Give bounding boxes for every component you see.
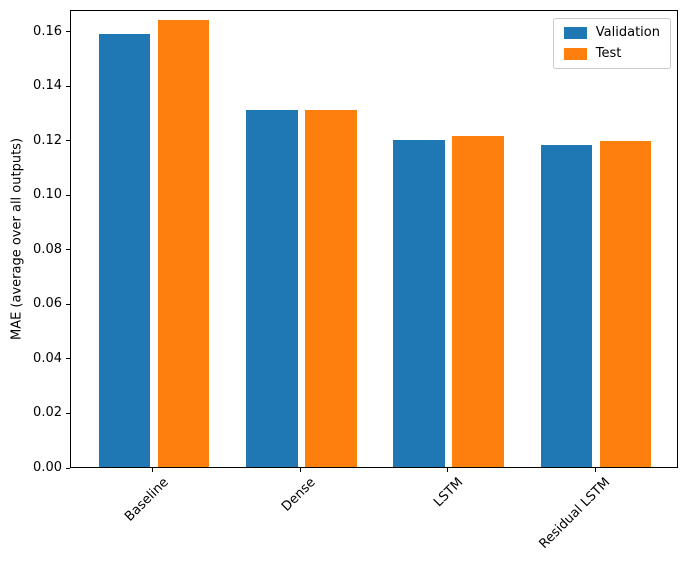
y-tick-label: 0.04 bbox=[33, 350, 62, 366]
legend-item-test: Test bbox=[563, 46, 660, 61]
x-tick-mark bbox=[447, 468, 449, 472]
bar-test-baseline bbox=[157, 19, 210, 467]
legend-label-validation: Validation bbox=[595, 25, 660, 40]
legend-swatch-validation bbox=[563, 27, 587, 39]
bar-validation-residual-lstm bbox=[540, 145, 593, 467]
bar-validation-lstm bbox=[393, 139, 445, 467]
y-tick-mark bbox=[66, 194, 70, 196]
bar-validation-dense bbox=[246, 109, 298, 467]
x-tick-label: Residual LSTM bbox=[536, 475, 614, 552]
y-tick-label: 0.00 bbox=[33, 460, 62, 475]
y-tick-mark bbox=[66, 412, 70, 414]
x-tick-label: Baseline bbox=[121, 475, 172, 525]
x-tick-label: Dense bbox=[279, 475, 319, 515]
x-tick-mark bbox=[299, 468, 301, 472]
y-tick-mark bbox=[66, 140, 70, 142]
x-tick-mark bbox=[594, 468, 596, 472]
y-tick-mark bbox=[66, 31, 70, 33]
legend-label-test: Test bbox=[595, 46, 622, 61]
y-tick-mark bbox=[66, 85, 70, 87]
y-tick-mark bbox=[66, 303, 70, 305]
bar-test-dense bbox=[304, 109, 357, 467]
x-tick-label: LSTM bbox=[431, 475, 467, 511]
y-tick-label: 0.14 bbox=[33, 78, 62, 94]
y-tick-mark bbox=[66, 249, 70, 251]
legend-item-validation: Validation bbox=[563, 25, 660, 40]
plot-area: Validation Test bbox=[70, 10, 678, 468]
y-tick-label: 0.06 bbox=[33, 296, 62, 312]
y-tick-label: 0.08 bbox=[33, 241, 62, 257]
y-tick-label: 0.12 bbox=[33, 132, 62, 148]
y-tick-mark bbox=[66, 358, 70, 360]
y-tick-mark bbox=[66, 467, 70, 469]
legend-swatch-test bbox=[563, 48, 587, 60]
y-tick-label: 0.10 bbox=[33, 187, 62, 203]
bar-test-lstm bbox=[452, 135, 504, 467]
y-tick-label: 0.02 bbox=[33, 405, 62, 421]
bar-validation-baseline bbox=[98, 33, 151, 467]
y-tick-label: 0.16 bbox=[33, 23, 62, 39]
x-tick-mark bbox=[152, 468, 154, 472]
bar-test-residual-lstm bbox=[599, 141, 652, 467]
legend: Validation Test bbox=[552, 18, 671, 69]
